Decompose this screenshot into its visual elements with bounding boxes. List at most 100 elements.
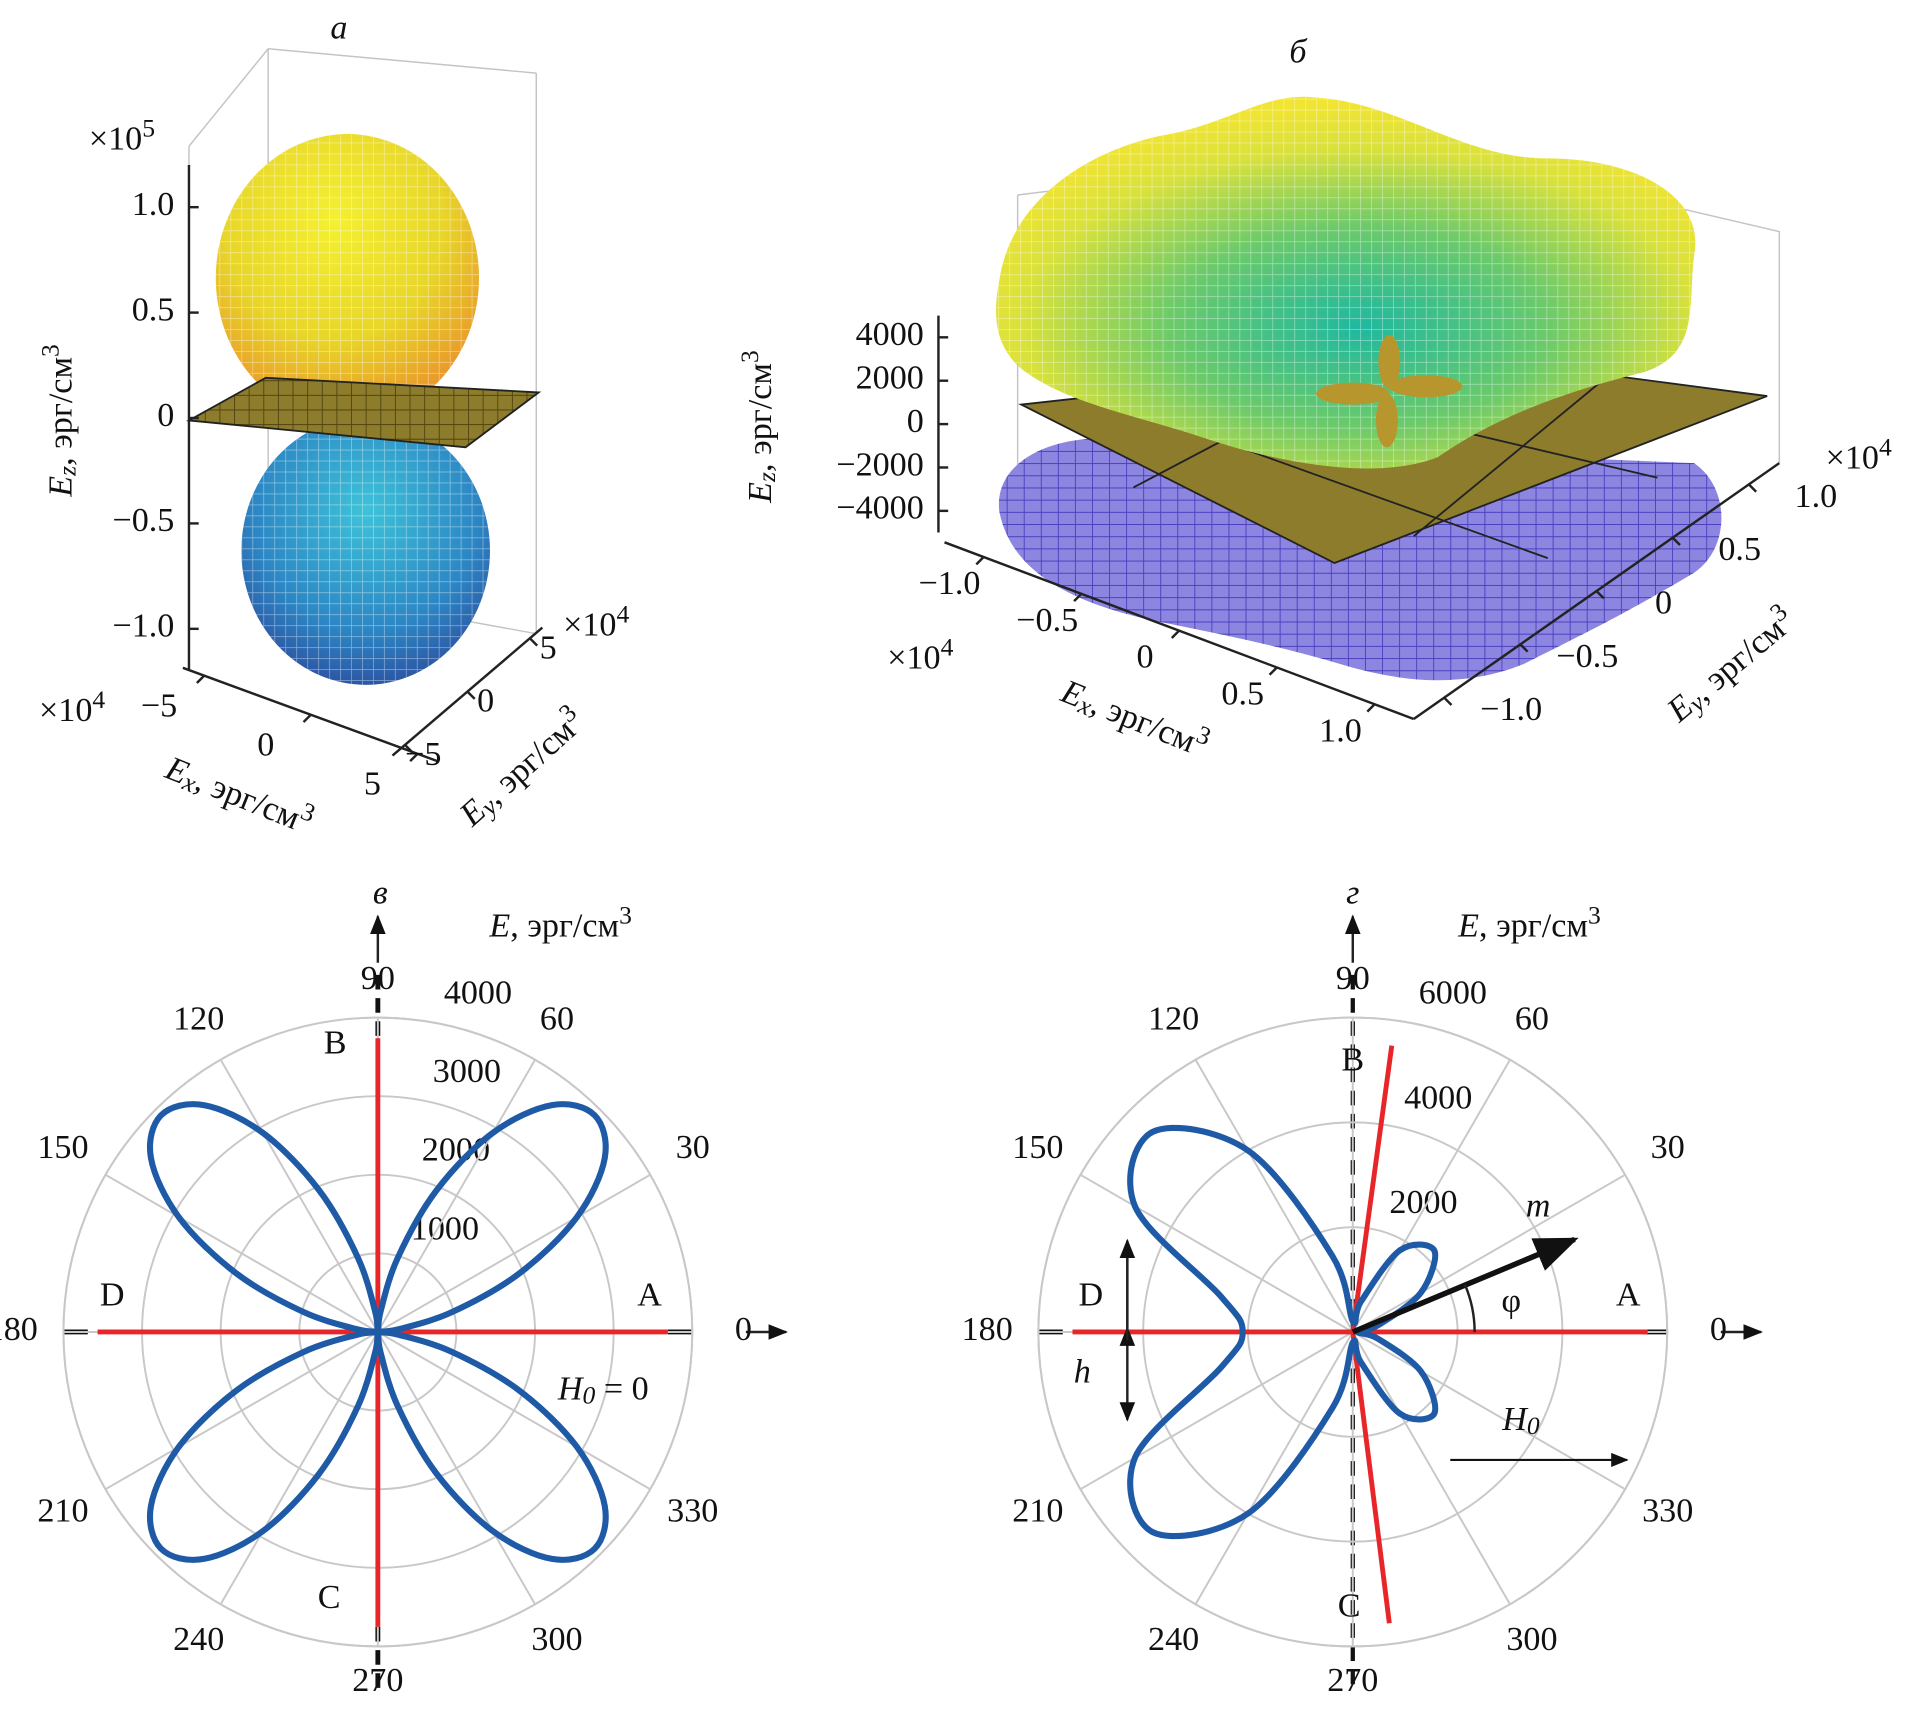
z-multiplier: ×105	[89, 114, 155, 157]
direction-label: C	[1338, 1587, 1361, 1624]
spoke	[1194, 1331, 1354, 1605]
x-tick-label: 0	[257, 726, 274, 763]
r-tick-label: 3000	[433, 1053, 501, 1090]
x-axis-label: Ex, эрг/см3	[159, 744, 320, 845]
spoke	[219, 1331, 379, 1605]
theta-tick-label: 300	[531, 1621, 582, 1658]
direction-label: A	[637, 1277, 662, 1314]
y-tick	[1747, 483, 1758, 493]
y-axis-label: Ey, эрг/см3	[448, 698, 594, 836]
theta-tick-label: 330	[1642, 1493, 1693, 1530]
spoke	[219, 1059, 379, 1333]
label-part: H	[557, 1371, 585, 1408]
theta-tick-label: 60	[1515, 1001, 1549, 1038]
upper-lobe-mesh	[215, 134, 480, 422]
direction-label: C	[318, 1579, 341, 1616]
angle-label: φ	[1501, 1283, 1521, 1320]
x-tick-label: −5	[141, 687, 177, 724]
theta-tick-label: 180	[962, 1311, 1013, 1348]
easy-axis	[1350, 1331, 1392, 1624]
y-tick	[404, 744, 414, 754]
z-axis-label: Ez, эрг/см3	[735, 350, 781, 504]
easy-axis	[1350, 1045, 1395, 1333]
y-tick	[1671, 536, 1681, 546]
z-tick-label: 0.5	[132, 291, 175, 328]
y-tick	[1519, 643, 1529, 653]
polar-d-layout	[1038, 914, 1763, 1688]
spoke	[1194, 1059, 1354, 1333]
label-part: , эрг/см	[190, 762, 305, 837]
y-tick-label: −0.5	[1556, 638, 1618, 675]
direction-label: D	[100, 1277, 125, 1314]
theta-tick-label: 120	[173, 1001, 224, 1038]
x-tick	[1366, 703, 1376, 713]
x-tick	[409, 752, 419, 763]
y-tick	[1595, 590, 1605, 600]
label-part: 0	[1527, 1412, 1540, 1441]
theta-tick-label: 30	[676, 1129, 710, 1166]
theta-tick-label: 300	[1506, 1621, 1557, 1658]
spoke	[105, 1331, 379, 1491]
energy-curve	[146, 1101, 609, 1563]
label-part: , эрг/см	[1685, 610, 1792, 708]
y-multiplier: ×104	[563, 600, 629, 643]
lower-surface-mesh	[998, 438, 1722, 681]
y-axis-label: Ey, эрг/см3	[1656, 597, 1804, 732]
panel-label: б	[1289, 34, 1308, 71]
y-tick-label: 0	[477, 683, 494, 720]
label-part: , эрг/см	[742, 363, 779, 472]
spoke	[1352, 1173, 1626, 1333]
polar-c-layout	[63, 914, 789, 1688]
theta-tick-label: 120	[1148, 1001, 1199, 1038]
direction-label: D	[1078, 1277, 1103, 1314]
direction-label: B	[324, 1024, 347, 1061]
label-part: E	[42, 476, 79, 498]
label-part: ×10	[39, 692, 92, 729]
x-tick	[302, 713, 312, 723]
z-tick-label: 2000	[856, 360, 924, 397]
theta-tick-label: 90	[1336, 960, 1370, 997]
spoke	[105, 1173, 379, 1333]
moment-arrow	[1351, 1236, 1579, 1335]
x-tick	[1170, 629, 1180, 639]
label-part: 4	[92, 685, 105, 714]
spoke	[377, 1173, 651, 1333]
label-part: 3	[1588, 901, 1601, 930]
label-part: E	[488, 907, 510, 944]
z-tick-label: −0.5	[112, 502, 174, 539]
x-tick-label: −0.5	[1016, 602, 1078, 639]
x-tick-label: 0	[1136, 639, 1153, 676]
x-tick	[1073, 592, 1083, 603]
field-annotation: H0 = 0	[557, 1371, 649, 1411]
y-tick-label: 0.5	[1718, 531, 1761, 568]
energy-curve	[1127, 1124, 1439, 1540]
z-tick-label: −1.0	[112, 608, 174, 645]
spoke	[377, 1331, 651, 1491]
upper-surface-mesh	[995, 96, 1696, 469]
x-tick	[196, 674, 206, 684]
theta-tick-label: 240	[173, 1621, 224, 1658]
y-tick-label: 1.0	[1795, 478, 1838, 515]
theta-tick-label: 240	[1148, 1621, 1199, 1658]
x-tick-label: 5	[364, 766, 381, 803]
x-multiplier: ×104	[39, 685, 105, 728]
lower-lobe-mesh	[241, 416, 490, 685]
label-part: H	[1501, 1401, 1529, 1438]
theta-tick-label: 60	[540, 1001, 574, 1038]
direction-label: B	[1341, 1042, 1364, 1079]
r-tick-label: 2000	[1389, 1184, 1457, 1221]
z-tick-label: 4000	[856, 316, 924, 353]
theta-tick-label: 30	[1651, 1129, 1685, 1166]
label-part: 5	[142, 114, 155, 143]
label-part: ×10	[887, 639, 940, 676]
x-multiplier: ×104	[887, 633, 953, 676]
z-axis-label: Ez, эрг/см3	[36, 344, 82, 498]
x-tick	[975, 556, 985, 566]
label-part: z	[53, 466, 82, 477]
theta-tick-label: 330	[667, 1493, 718, 1530]
label-part: 0	[583, 1381, 596, 1410]
label-part: z	[752, 472, 781, 483]
theta-tick-label: 150	[37, 1129, 88, 1166]
